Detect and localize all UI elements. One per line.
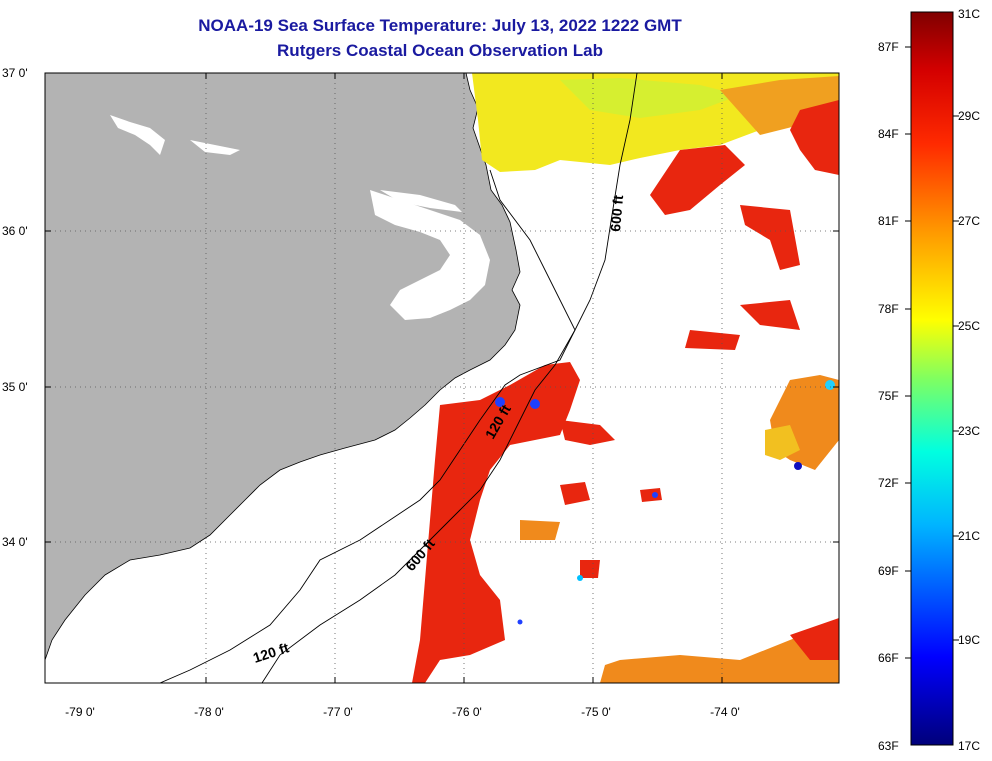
colorbar-c-label: 17C xyxy=(958,739,980,753)
colorbar-f-label: 72F xyxy=(878,476,899,490)
lon-label: -79 0' xyxy=(65,705,95,719)
pamlico-sound xyxy=(370,190,490,320)
colorbar-c-label: 31C xyxy=(958,7,980,21)
colorbar-c-label: 21C xyxy=(958,529,980,543)
isobath-120ft-line xyxy=(159,169,576,683)
colorbar-f-label: 69F xyxy=(878,564,899,578)
map-subtitle: Rutgers Coastal Ocean Observation Lab xyxy=(277,41,603,60)
colorbar-f-label: 78F xyxy=(878,302,899,316)
colorbar-c-label: 19C xyxy=(958,633,980,647)
lon-label: -74 0' xyxy=(710,705,740,719)
colorbar-f-label: 81F xyxy=(878,214,899,228)
colorbar-f-label: 87F xyxy=(878,40,899,54)
lon-label: -76 0' xyxy=(452,705,482,719)
colorbar-c-label: 29C xyxy=(958,109,980,123)
colorbar-f-label: 66F xyxy=(878,651,899,665)
lon-label: -78 0' xyxy=(194,705,224,719)
colorbar-f-label: 75F xyxy=(878,389,899,403)
isobath-lines xyxy=(159,73,638,683)
isobath-600ft-line xyxy=(261,73,638,683)
isobath-label-600ft: 600 ft xyxy=(607,194,626,232)
axis-ticks xyxy=(45,73,839,683)
albemarle-sound xyxy=(380,190,462,212)
lon-label: -75 0' xyxy=(581,705,611,719)
colorbar-c-label: 23C xyxy=(958,424,980,438)
map-panel xyxy=(45,73,839,683)
graticule xyxy=(45,73,839,683)
colorbar-f-label: 63F xyxy=(878,739,899,753)
colorbar-c-label: 27C xyxy=(958,214,980,228)
lat-label: 34 0' xyxy=(2,535,28,549)
lat-label: 35 0' xyxy=(2,380,28,394)
lat-label: 36 0' xyxy=(2,224,28,238)
sst-data-layer xyxy=(412,73,839,683)
colorbar: 87F 84F 81F 78F 75F 72F 69F 66F 63F 31C … xyxy=(878,7,980,753)
sound-water xyxy=(110,115,165,155)
colorbar-c-label: 25C xyxy=(958,319,980,333)
lat-label: 37 0' xyxy=(2,66,28,80)
map-frame xyxy=(44,72,840,684)
map-title: NOAA-19 Sea Surface Temperature: July 13… xyxy=(198,16,682,35)
sound-water xyxy=(190,140,240,155)
lon-label: -77 0' xyxy=(323,705,353,719)
colorbar-f-label: 84F xyxy=(878,127,899,141)
